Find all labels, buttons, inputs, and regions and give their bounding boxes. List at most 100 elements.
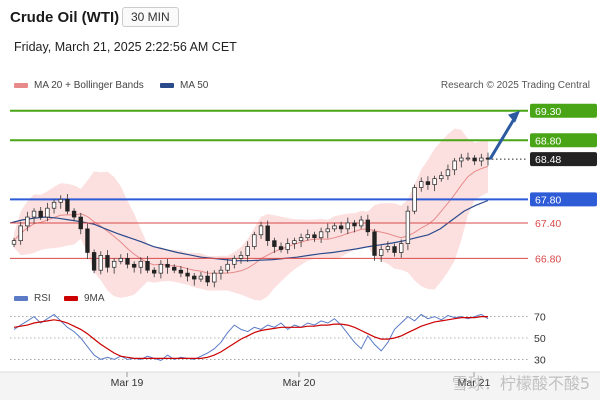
candle-body bbox=[111, 260, 117, 268]
candle-body bbox=[445, 169, 451, 177]
rsi-level-label-70: 70 bbox=[534, 312, 546, 324]
projection-arrow-shaft bbox=[488, 114, 518, 160]
x-axis-band bbox=[0, 372, 600, 400]
candle-body bbox=[192, 275, 197, 280]
candle-body bbox=[165, 263, 170, 268]
candle-body bbox=[232, 258, 237, 265]
candle-body bbox=[345, 222, 350, 230]
candle-body bbox=[118, 258, 123, 262]
candle-body bbox=[138, 260, 144, 268]
candle-body bbox=[285, 243, 290, 250]
level-label-69-30: 69.30 bbox=[535, 106, 561, 118]
candle-body bbox=[338, 225, 344, 230]
timeframe-badge[interactable]: 30 MIN bbox=[122, 7, 179, 27]
candle-body bbox=[399, 243, 404, 253]
candle-body bbox=[218, 269, 224, 274]
candle-body bbox=[412, 187, 417, 212]
candle-body bbox=[312, 234, 317, 239]
legend-ma9-label: 9MA bbox=[84, 293, 105, 304]
x-tick-label: Mar 21 bbox=[458, 377, 491, 389]
instrument-title: Crude Oil (WTI) bbox=[10, 9, 120, 26]
chart-header: Crude Oil (WTI) 30 MIN Friday, March 21,… bbox=[0, 0, 600, 70]
candle-body bbox=[372, 231, 377, 256]
candle-body bbox=[252, 234, 257, 247]
ma9-line bbox=[13, 316, 488, 359]
candle-body bbox=[439, 175, 444, 180]
candle-body bbox=[325, 228, 330, 233]
level-tag-67-80 bbox=[530, 192, 597, 207]
candle-body bbox=[105, 255, 110, 268]
candle-body bbox=[258, 225, 264, 236]
candle-body bbox=[78, 216, 83, 230]
candle-body bbox=[152, 269, 157, 274]
legend-ma9: 9MA bbox=[64, 293, 105, 304]
candle-body bbox=[392, 246, 397, 253]
candle-body bbox=[352, 222, 357, 227]
ma9-swatch bbox=[64, 296, 78, 301]
level-label-67-80: 67.80 bbox=[535, 194, 561, 206]
level-label-68-80: 68.80 bbox=[535, 135, 561, 147]
legend-rsi: RSI bbox=[14, 293, 51, 304]
x-tick-label: Mar 20 bbox=[283, 377, 316, 389]
level-tag-68-80 bbox=[530, 133, 597, 148]
x-tick-label: Mar 19 bbox=[111, 377, 144, 389]
candle-body bbox=[158, 263, 164, 274]
legend-ma50: MA 50 bbox=[160, 80, 208, 91]
chart-credit: Research © 2025 Trading Central bbox=[440, 80, 590, 91]
candle-body bbox=[245, 246, 250, 256]
candle-body bbox=[38, 210, 43, 218]
rsi-level-label-50: 50 bbox=[534, 333, 546, 345]
candle-body bbox=[379, 249, 384, 256]
candle-body bbox=[452, 160, 457, 171]
level-label-67-40: 67.40 bbox=[535, 218, 561, 230]
candle-body bbox=[225, 263, 230, 271]
candle-body bbox=[298, 237, 304, 242]
candle-body bbox=[425, 181, 431, 185]
candle-body bbox=[272, 240, 277, 247]
rsi-level-label-30: 30 bbox=[534, 354, 546, 366]
candle-body bbox=[131, 263, 137, 268]
candle-body bbox=[472, 157, 477, 162]
projection-arrow-head bbox=[508, 110, 520, 123]
level-tag-69-30 bbox=[530, 103, 597, 118]
legend-rsi-label: RSI bbox=[34, 293, 51, 304]
candle-body bbox=[212, 272, 217, 283]
watermark: 雪球：柠檬酸不酸5 bbox=[451, 374, 590, 393]
level-tag-68-48 bbox=[530, 152, 597, 167]
candle-body bbox=[278, 246, 284, 250]
rsi-swatch bbox=[14, 296, 28, 301]
candle-body bbox=[305, 234, 310, 239]
candle-body bbox=[405, 210, 411, 244]
chart-datetime: Friday, March 21, 2025 2:22:56 AM CET bbox=[14, 40, 237, 54]
legend-ma20-bb: MA 20 + Bollinger Bands bbox=[14, 80, 144, 91]
candle-body bbox=[31, 210, 37, 218]
candle-body bbox=[91, 252, 97, 271]
candle-body bbox=[419, 181, 424, 188]
candle-body bbox=[11, 240, 17, 245]
level-label-66-80: 66.80 bbox=[535, 253, 561, 265]
legend-ma50-label: MA 50 bbox=[180, 80, 209, 91]
candle-body bbox=[25, 216, 30, 227]
ma50-swatch bbox=[160, 83, 174, 88]
candle-body bbox=[65, 198, 70, 212]
candle-body bbox=[198, 275, 204, 280]
candle-body bbox=[265, 225, 270, 242]
candle-body bbox=[58, 198, 63, 203]
candle-body bbox=[85, 228, 90, 253]
candle-body bbox=[365, 219, 371, 233]
candle-body bbox=[432, 178, 437, 185]
candle-body bbox=[145, 260, 150, 271]
candle-body bbox=[172, 266, 177, 271]
candle-body bbox=[18, 225, 23, 242]
candle-body bbox=[238, 255, 244, 259]
candle-body bbox=[45, 207, 50, 218]
candle-body bbox=[51, 201, 57, 209]
legend-ma20-label: MA 20 + Bollinger Bands bbox=[34, 80, 144, 91]
candle-body bbox=[465, 157, 471, 160]
candle-body bbox=[205, 275, 210, 283]
ma20-swatch bbox=[14, 83, 28, 88]
candle-body bbox=[318, 231, 324, 239]
bollinger-band bbox=[14, 128, 488, 301]
rsi-line bbox=[13, 313, 489, 362]
